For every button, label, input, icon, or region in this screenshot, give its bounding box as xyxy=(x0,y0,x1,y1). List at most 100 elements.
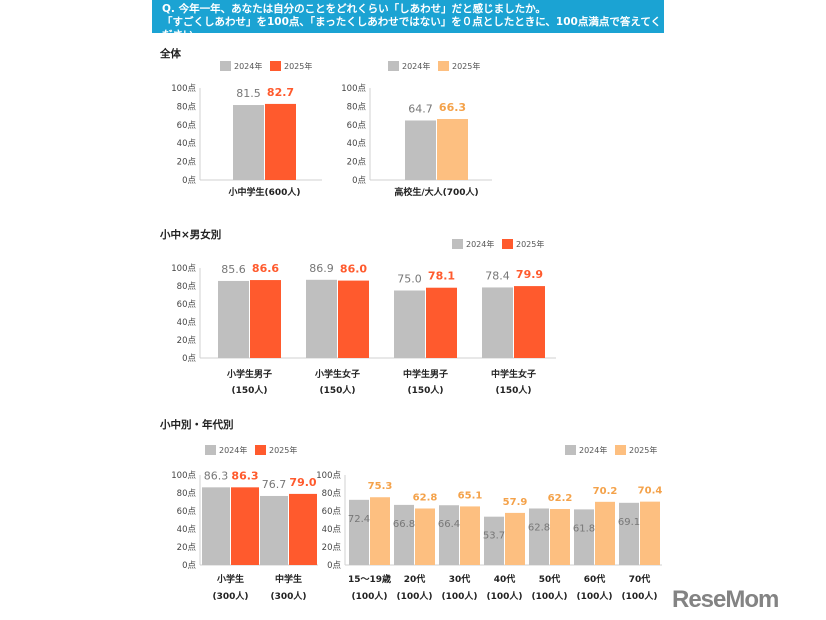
bar-2025 xyxy=(550,509,570,565)
legend-label-2024: 2024年 xyxy=(466,239,494,249)
y-tick-label: 100点 xyxy=(171,84,196,94)
data-label-2025: 86.0 xyxy=(340,263,367,276)
category-label: 60代 xyxy=(584,573,606,585)
bar-2025 xyxy=(426,287,457,358)
category-label: (150人) xyxy=(231,384,267,396)
y-tick-label: 60点 xyxy=(322,507,342,517)
legend-label-2024: 2024年 xyxy=(579,445,607,455)
question-header: Q. 今年一年、あなたは自分のことをどれくらい「しあわせ」だと感じましたか。 「… xyxy=(152,0,664,41)
y-tick-label: 40点 xyxy=(177,525,197,535)
legend-label-2024: 2024年 xyxy=(234,61,262,71)
bar-2025 xyxy=(514,286,545,358)
y-tick-label: 60点 xyxy=(347,121,367,131)
data-label-2025: 79.9 xyxy=(516,268,543,281)
data-label-2024: 86.3 xyxy=(204,469,229,482)
category-label: 50代 xyxy=(539,573,561,585)
bar-2024 xyxy=(394,504,414,565)
y-tick-label: 40点 xyxy=(177,318,197,328)
section-title-age: 小中別・年代別 xyxy=(160,419,234,431)
data-label-2024: 69.1 xyxy=(618,517,640,528)
data-label-2025: 62.8 xyxy=(413,492,438,503)
bar-2024 xyxy=(260,495,288,565)
data-label-2025: 70.4 xyxy=(638,486,663,497)
category-label: 小中学生(600人) xyxy=(227,186,300,198)
category-label: 中学生男子 xyxy=(403,368,448,380)
y-tick-label: 0点 xyxy=(182,561,196,571)
y-tick-label: 60点 xyxy=(177,121,197,131)
bar-2024 xyxy=(349,499,369,565)
data-label-2025: 62.2 xyxy=(548,493,573,504)
legend-label-2025: 2025年 xyxy=(629,445,657,455)
category-label: (100人) xyxy=(486,590,522,602)
bar-2024 xyxy=(574,509,594,565)
bar-2025 xyxy=(437,119,468,180)
y-tick-label: 0点 xyxy=(352,176,366,186)
data-label-2025: 70.2 xyxy=(593,486,618,497)
y-tick-label: 0点 xyxy=(182,176,196,186)
data-label-2024: 66.4 xyxy=(438,519,460,530)
y-tick-label: 0点 xyxy=(327,561,341,571)
data-label-2025: 86.3 xyxy=(231,469,258,482)
legend-label-2024: 2024年 xyxy=(402,61,430,71)
category-label: 20代 xyxy=(404,573,426,585)
data-label-2025: 75.3 xyxy=(368,481,393,492)
data-label-2025: 78.1 xyxy=(428,270,455,283)
data-label-2024: 62.8 xyxy=(528,522,550,533)
data-label-2024: 61.8 xyxy=(573,523,595,534)
resemom-watermark-logo: ReseMom xyxy=(672,586,779,613)
bar-2024 xyxy=(484,516,504,565)
data-label-2025: 65.1 xyxy=(458,490,483,501)
category-label: 中学生 xyxy=(275,573,302,585)
data-label-2025: 57.9 xyxy=(503,497,528,508)
y-tick-label: 80点 xyxy=(177,489,197,499)
legend-swatch-2024 xyxy=(220,61,231,71)
data-label-2024: 76.7 xyxy=(262,478,287,491)
category-label: 中学生女子 xyxy=(491,368,536,380)
section-title-overall: 全体 xyxy=(160,48,181,60)
category-label: 小学生女子 xyxy=(314,368,360,380)
bar-2025 xyxy=(460,506,480,565)
y-tick-label: 20点 xyxy=(177,543,197,553)
category-label: 小学生 xyxy=(216,573,244,585)
y-tick-label: 100点 xyxy=(341,84,366,94)
y-tick-label: 20点 xyxy=(347,158,367,168)
bar-2024 xyxy=(439,505,459,565)
bar-2025 xyxy=(370,497,390,565)
y-tick-label: 60点 xyxy=(177,300,197,310)
bar-2024 xyxy=(218,280,249,358)
y-tick-label: 80点 xyxy=(322,489,342,499)
data-label-2024: 85.6 xyxy=(221,263,246,276)
y-tick-label: 80点 xyxy=(347,102,367,112)
bar-2024 xyxy=(405,120,436,180)
category-label: (100人) xyxy=(531,590,567,602)
data-label-2024: 53.7 xyxy=(483,531,505,542)
data-label-2024: 81.5 xyxy=(236,87,261,100)
y-tick-label: 0点 xyxy=(182,354,196,364)
bar-2025 xyxy=(231,487,259,565)
y-tick-label: 20点 xyxy=(177,336,197,346)
category-label: 30代 xyxy=(449,573,471,585)
category-label: (100人) xyxy=(441,590,477,602)
section-title-gender: 小中×男女別 xyxy=(160,229,222,241)
y-tick-label: 100点 xyxy=(171,264,196,274)
y-tick-label: 60点 xyxy=(177,507,197,517)
category-label: (150人) xyxy=(407,384,443,396)
legend-swatch-2024 xyxy=(565,445,576,455)
legend-swatch-2024 xyxy=(388,61,399,71)
legend-swatch-2024 xyxy=(452,239,463,249)
question-line-2: 「すごくしあわせ」を100点、「まったくしあわせではない」を０点としたときに、1… xyxy=(162,16,662,41)
y-tick-label: 20点 xyxy=(177,158,197,168)
category-label: (100人) xyxy=(396,590,432,602)
category-label: (300人) xyxy=(270,590,306,602)
bar-2025 xyxy=(289,493,317,565)
legend-swatch-2025 xyxy=(615,445,626,455)
category-label: (150人) xyxy=(495,384,531,396)
data-label-2024: 86.9 xyxy=(309,262,334,275)
bar-2025 xyxy=(640,501,660,565)
data-label-2025: 86.6 xyxy=(252,262,279,275)
category-label: 小学生男子 xyxy=(226,368,272,380)
y-tick-label: 100点 xyxy=(171,471,196,481)
legend-label-2025: 2025年 xyxy=(269,445,297,455)
bar-2024 xyxy=(619,502,639,565)
